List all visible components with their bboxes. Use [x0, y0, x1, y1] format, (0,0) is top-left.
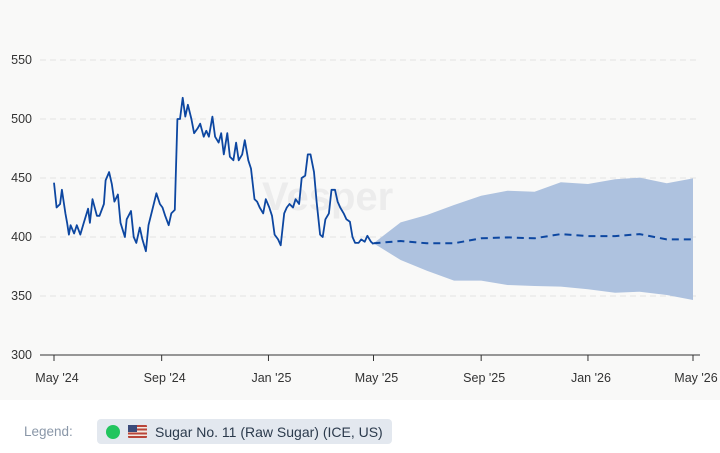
- x-tick-label: Jan '25: [251, 371, 291, 385]
- x-tick-label: May '25: [355, 371, 398, 385]
- series-color-dot-icon: [106, 424, 120, 439]
- legend: Legend:: [0, 400, 720, 453]
- legend-label: Legend:: [24, 424, 73, 439]
- price-chart: Vesper 300 350 400 450 500 550 May '24 Sep '24 Ja…: [11, 53, 718, 385]
- us-flag-icon: [128, 425, 147, 438]
- chart-area: Vesper 300 350 400 450 500 550 May '24 Sep '24 Ja…: [11, 53, 718, 385]
- historical-price-line: [53, 96, 375, 253]
- x-tick-label: Sep '25: [463, 371, 505, 385]
- y-tick-label: 500: [11, 112, 32, 126]
- x-tick-label: Sep '24: [144, 371, 186, 385]
- legend-item-label: Sugar No. 11 (Raw Sugar) (ICE, US): [155, 423, 383, 440]
- x-tick-label: May '26: [674, 371, 717, 385]
- y-tick-label: 450: [11, 171, 32, 185]
- y-tick-label: 300: [11, 348, 32, 362]
- x-tick-label: May '24: [35, 371, 78, 385]
- y-tick-label: 550: [11, 53, 32, 67]
- y-tick-label: 400: [11, 230, 32, 244]
- x-tick-label: Jan '26: [571, 371, 611, 385]
- y-tick-label: 350: [11, 289, 32, 303]
- legend-item-sugar[interactable]: Sugar No. 11 (Raw Sugar) (ICE, US): [97, 419, 392, 444]
- watermark: Vesper: [262, 175, 393, 219]
- forecast-mean-line: [373, 233, 693, 245]
